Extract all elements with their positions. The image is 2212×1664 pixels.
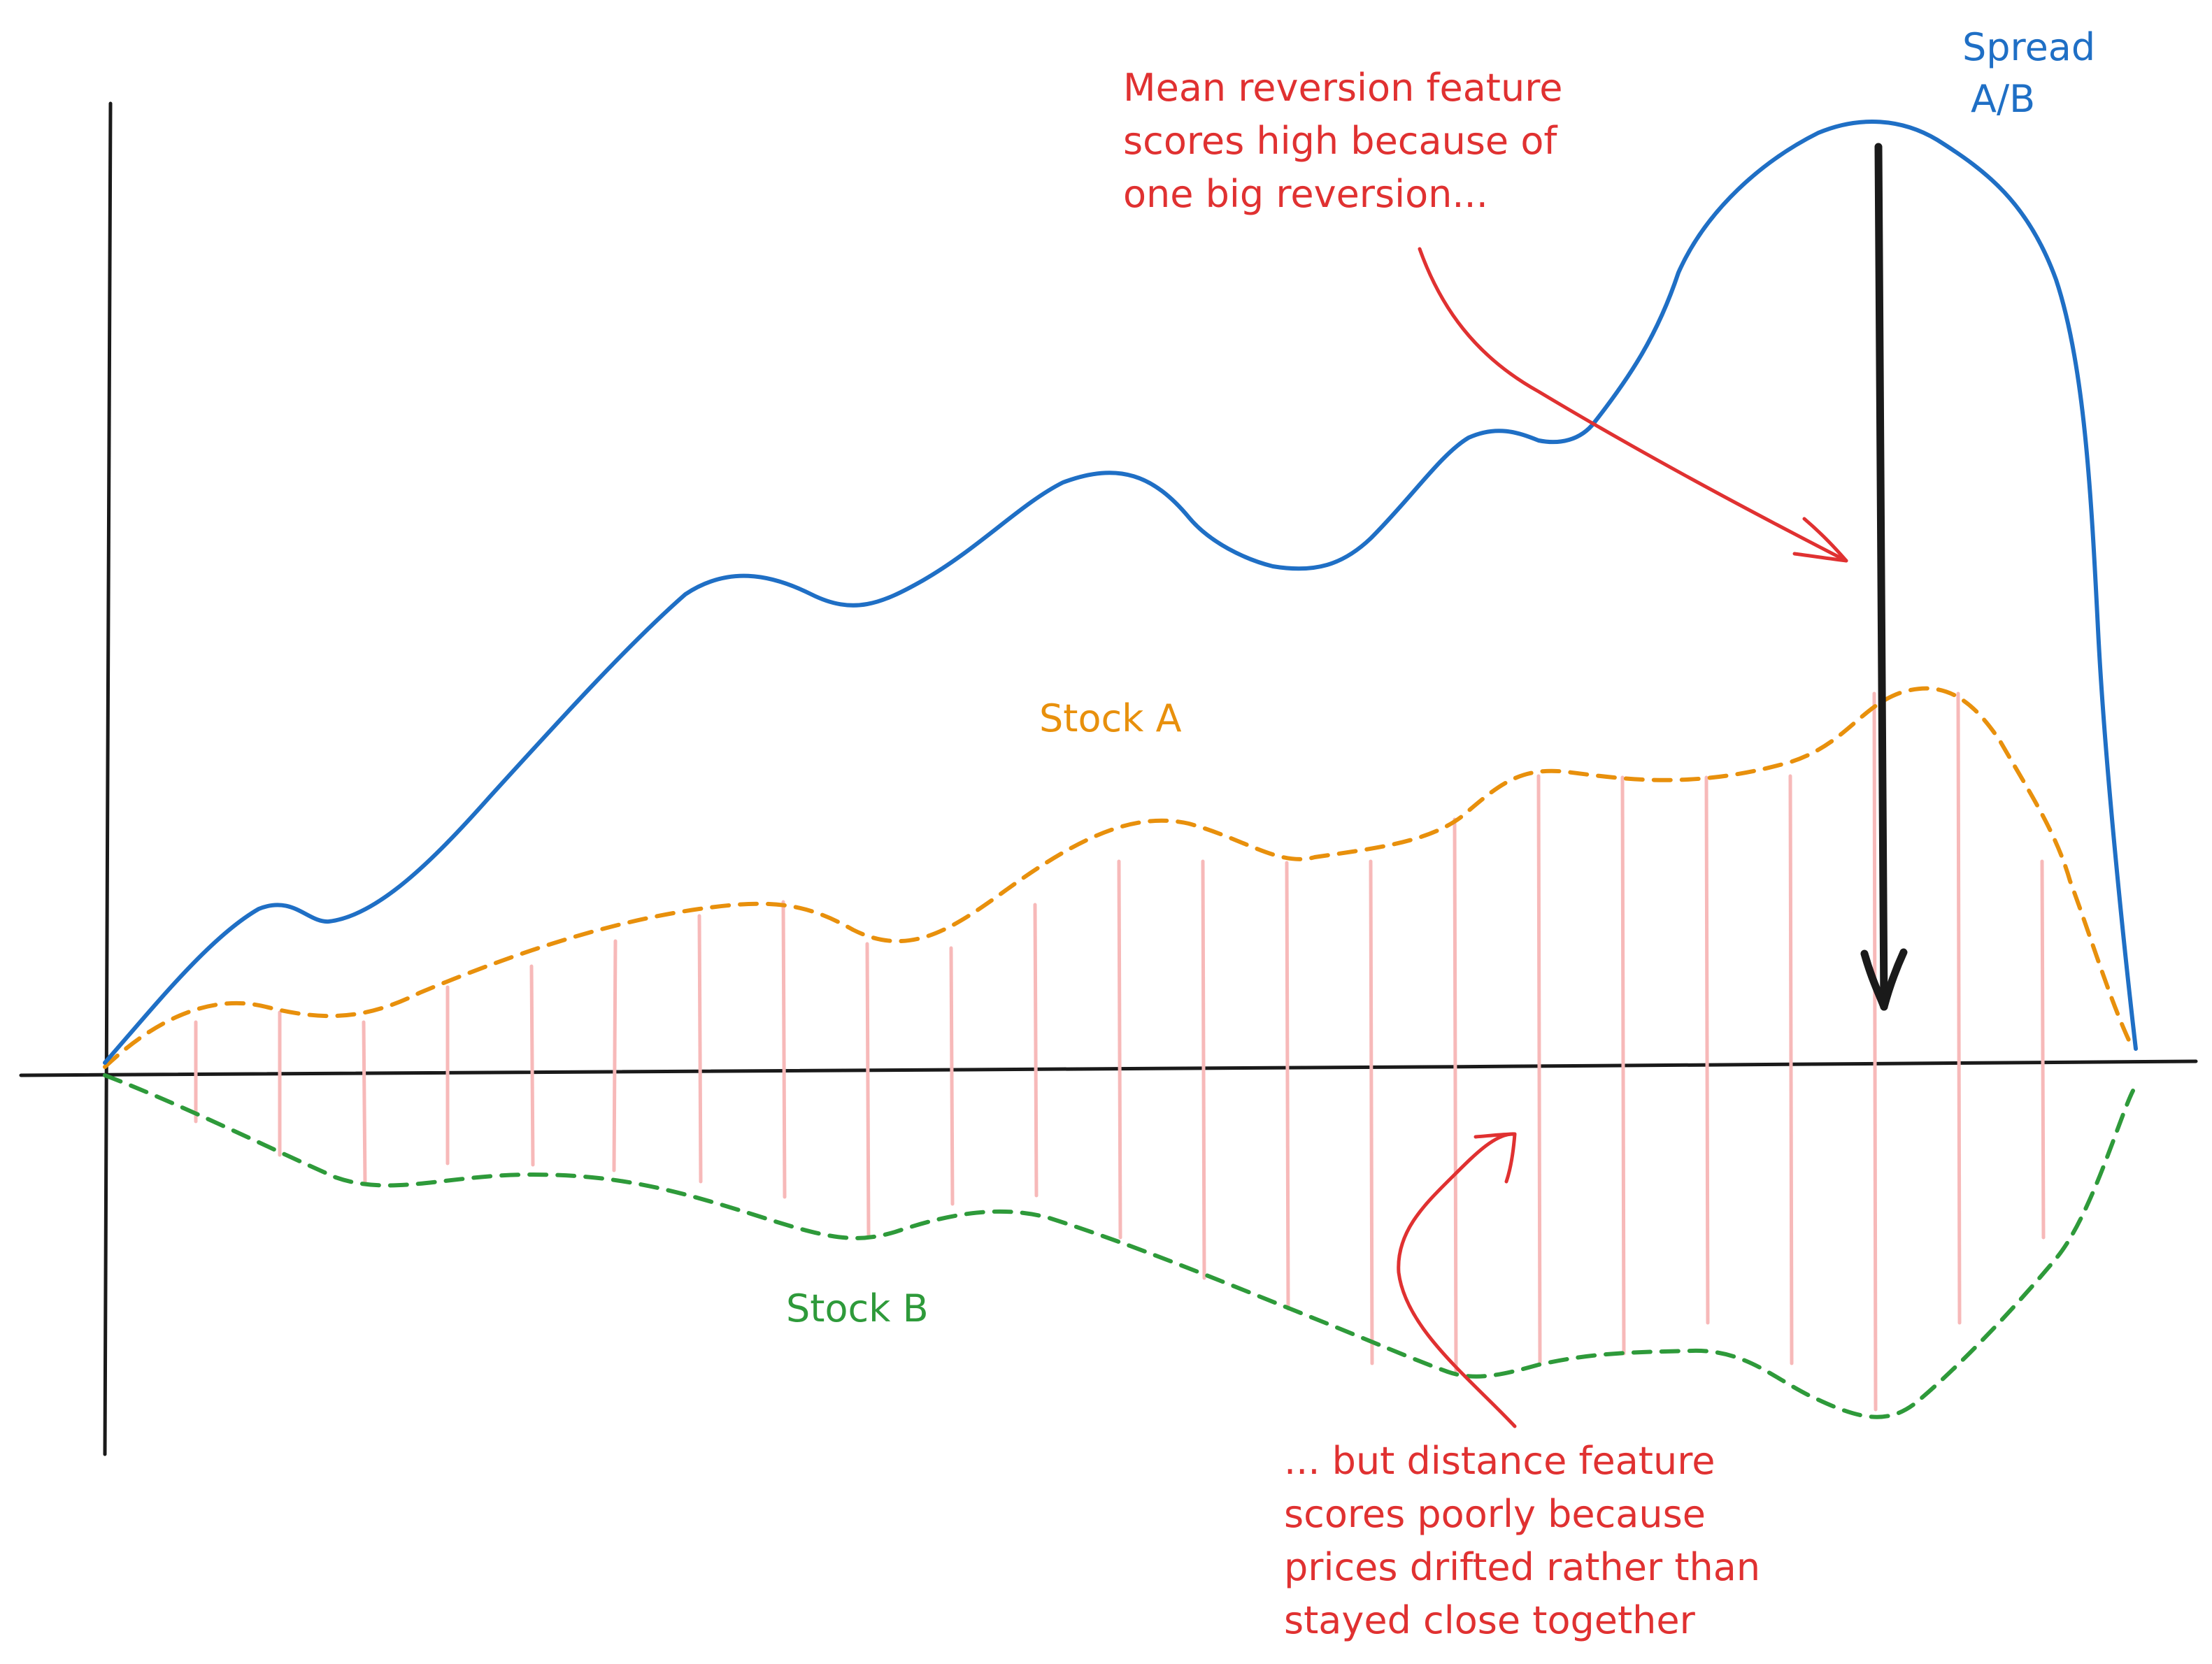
- stock-b-label: Stock B: [786, 1286, 929, 1331]
- distance-bar: [1788, 774, 1794, 1365]
- spread-label-line1: Spread: [1962, 25, 2095, 69]
- distance-bar: [865, 942, 871, 1237]
- distance-bar: [1872, 691, 1878, 1412]
- curved-arrow-icon: [1397, 1132, 1517, 1428]
- distance-bar: [1704, 775, 1710, 1325]
- distance-bar: [697, 914, 703, 1184]
- stock-a-line: [103, 686, 2135, 1069]
- curved-arrow-icon: [1418, 247, 1848, 563]
- annotation-line: scores high because of: [1123, 119, 1558, 163]
- distance-bar: [362, 1020, 367, 1186]
- distance-bar: [1453, 817, 1458, 1372]
- annotation-line: prices drifted rather than: [1284, 1545, 1760, 1589]
- axes: [19, 101, 2198, 1456]
- distance-bar: [612, 939, 618, 1172]
- distance-bar: [529, 964, 535, 1167]
- distance-bar: [1285, 861, 1290, 1311]
- distance-bar: [1117, 859, 1122, 1240]
- spread-label-line2: A/B: [1971, 77, 2035, 121]
- stock-a-label: Stock A: [1039, 696, 1182, 740]
- annotation-line: Mean reversion feature: [1123, 66, 1562, 110]
- y-axis: [103, 101, 113, 1456]
- spread-label: Spread A/B: [1962, 25, 2107, 121]
- distance-bar: [1536, 774, 1542, 1364]
- distance-bar: [1201, 859, 1206, 1280]
- spread-line: [103, 119, 2138, 1065]
- distance-bars: [194, 691, 2046, 1412]
- distance-bar: [1620, 775, 1626, 1356]
- down-arrow-icon: [1860, 143, 1908, 1011]
- stock-b-line: [103, 1073, 2135, 1419]
- annotation-line: stayed close together: [1284, 1598, 1696, 1642]
- distance-bar: [1033, 903, 1039, 1198]
- x-axis: [19, 1059, 2198, 1077]
- annotation-line: one big reversion...: [1123, 172, 1488, 216]
- distance-bar: [1369, 859, 1374, 1365]
- mean-reversion-annotation: Mean reversion feature scores high becau…: [1123, 66, 1575, 216]
- annotation-line: ... but distance feature: [1284, 1439, 1715, 1483]
- distance-annotation: ... but distance feature scores poorly b…: [1284, 1439, 1772, 1642]
- distance-bar: [1956, 691, 1962, 1325]
- distance-bar: [2040, 859, 2046, 1240]
- distance-bar: [949, 946, 955, 1206]
- annotation-line: scores poorly because: [1284, 1492, 1706, 1536]
- distance-bar: [781, 900, 787, 1199]
